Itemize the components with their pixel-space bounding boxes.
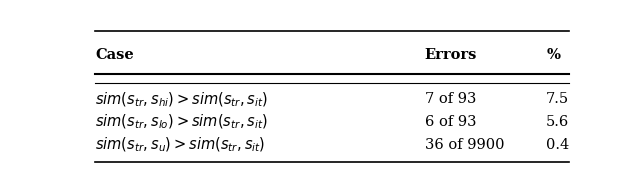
Text: 7.5: 7.5 [547, 92, 570, 106]
Text: Case: Case [95, 48, 134, 62]
Text: %: % [547, 48, 560, 62]
Text: $\mathit{sim}(s_{tr}, s_{u}) > \mathit{sim}(s_{tr}, s_{it})$: $\mathit{sim}(s_{tr}, s_{u}) > \mathit{s… [95, 136, 265, 154]
Text: $\mathit{sim}(s_{tr}, s_{hi}) > \mathit{sim}(s_{tr}, s_{it})$: $\mathit{sim}(s_{tr}, s_{hi}) > \mathit{… [95, 90, 268, 108]
Text: 5.6: 5.6 [547, 115, 570, 129]
Text: 7 of 93: 7 of 93 [425, 92, 476, 106]
Text: 36 of 9900: 36 of 9900 [425, 138, 504, 152]
Text: $\mathit{sim}(s_{tr}, s_{lo}) > \mathit{sim}(s_{tr}, s_{it})$: $\mathit{sim}(s_{tr}, s_{lo}) > \mathit{… [95, 113, 268, 131]
Text: Errors: Errors [425, 48, 477, 62]
Text: 0.4: 0.4 [547, 138, 570, 152]
Text: 6 of 93: 6 of 93 [425, 115, 476, 129]
